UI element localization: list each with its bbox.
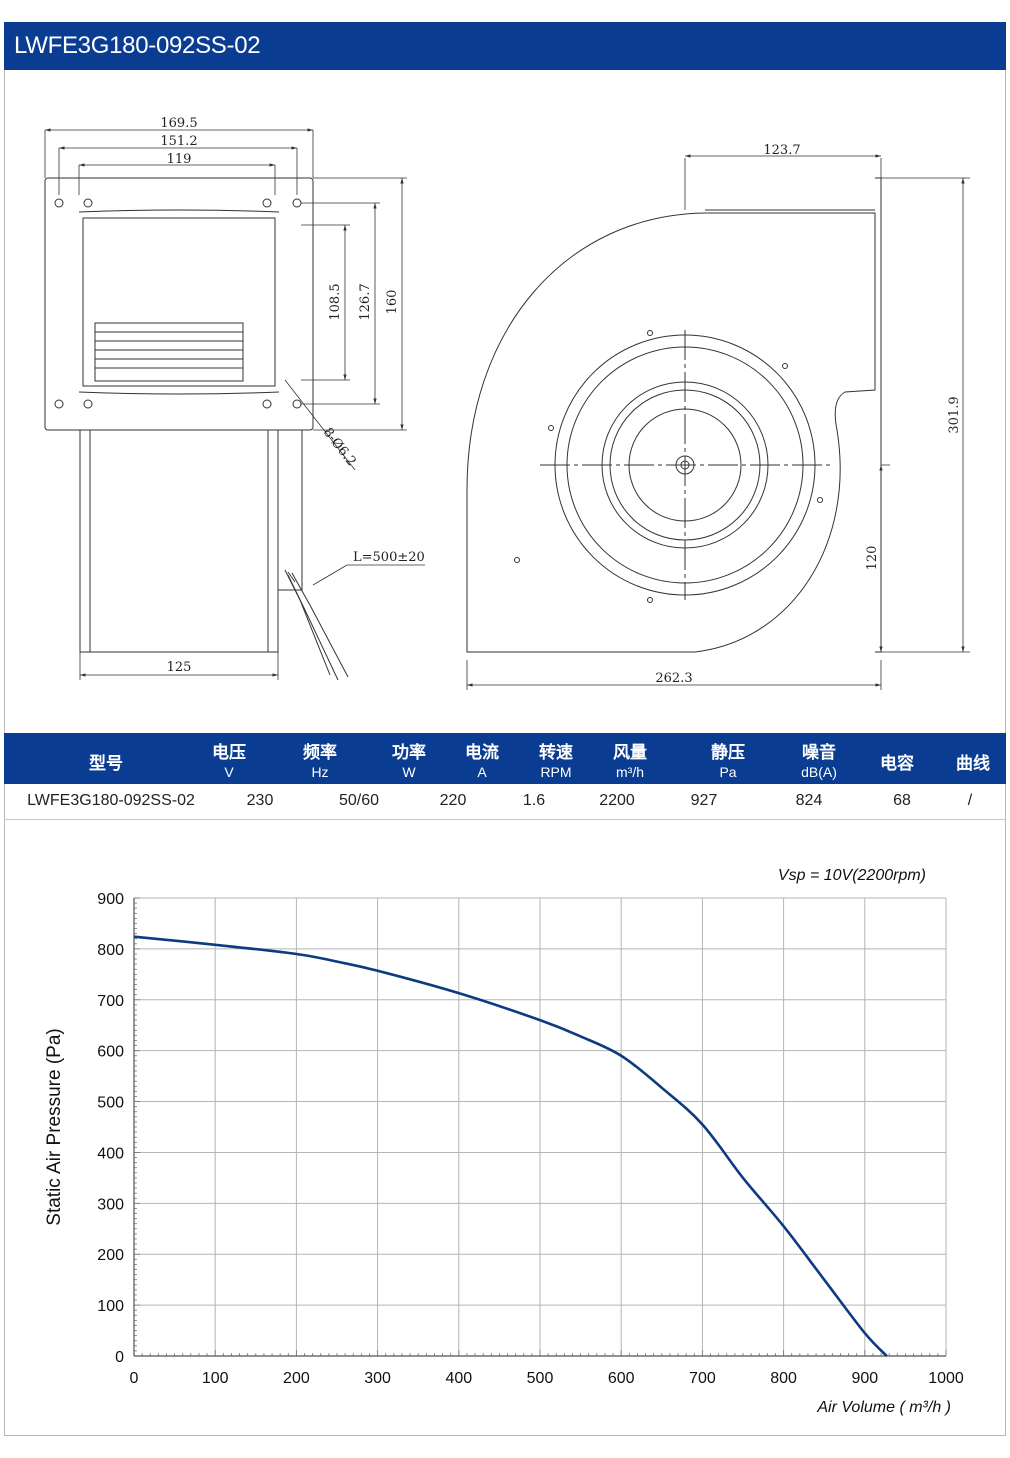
x-axis-label: Air Volume ( m³/h ): [816, 1399, 951, 1416]
chart-annotation: Vsp = 10V(2200rpm): [778, 867, 926, 884]
col-model: 型号: [89, 754, 123, 774]
col-pressure: 静压 Pa: [711, 743, 745, 780]
dim-120: 120: [865, 546, 880, 571]
dim-262-3: 262.3: [655, 671, 692, 686]
col-capacitor: 电容: [880, 754, 914, 774]
impeller: [94, 322, 244, 382]
front-view: [44, 128, 425, 681]
dim-126-7: 126.7: [358, 283, 373, 320]
cell-voltage: 230: [246, 792, 274, 809]
technical-drawings: 169.5 151.2 119 108.5 126.7 160 8-Ø6.2 L…: [44, 116, 970, 690]
dim-301-9: 301.9: [947, 396, 962, 433]
dim-151-2: 151.2: [160, 134, 197, 149]
dim-cable-length: L=500±20: [353, 550, 425, 565]
x-tick-label: 0: [130, 1370, 139, 1387]
dim-169-5: 169.5: [160, 116, 197, 131]
dim-125: 125: [167, 660, 192, 675]
cell-power: 220: [439, 792, 467, 809]
col-current: 电流 A: [465, 743, 499, 780]
x-tick-label: 200: [283, 1370, 310, 1387]
cell-airflow: 927: [690, 792, 718, 809]
x-tick-label: 900: [851, 1370, 878, 1387]
pressure-airflow-chart: 0 100 200 300 400 500 600 700 800 900 1000 0 100 200 3…: [44, 867, 964, 1416]
dim-119: 119: [167, 152, 192, 167]
row-divider: [4, 819, 1006, 820]
y-tick-label: 200: [97, 1247, 124, 1264]
cell-speed: 2200: [599, 792, 635, 809]
x-tick-label: 1000: [928, 1370, 964, 1387]
spec-table-header: 型号 电压 V 频率 Hz 功率 W 电流 A 转速 RPM 风量 m³/h 静…: [4, 733, 1006, 784]
title-bar: LWFE3G180-092SS-02: [4, 22, 1006, 70]
dim-123-7: 123.7: [763, 143, 800, 158]
y-tick-label: 900: [97, 891, 124, 908]
pressure-curve: [133, 935, 888, 1357]
y-tick-label: 300: [97, 1196, 124, 1213]
y-tick-label: 600: [97, 1044, 124, 1061]
col-voltage: 电压 V: [212, 743, 246, 780]
dim-holes: 8-Ø6.2: [320, 425, 359, 469]
x-tick-label: 700: [689, 1370, 716, 1387]
y-tick-label: 500: [97, 1095, 124, 1112]
y-tick-label: 0: [115, 1349, 124, 1366]
x-tick-label: 300: [364, 1370, 391, 1387]
spec-table-row: LWFE3G180-092SS-02 230 50/60 220 1.6 220…: [4, 784, 1006, 818]
col-airflow: 风量 m³/h: [613, 743, 647, 780]
col-frequency: 频率 Hz: [303, 743, 337, 780]
col-noise: 噪音 dB(A): [801, 743, 837, 780]
col-curve: 曲线: [956, 754, 990, 774]
cell-pressure: 824: [795, 792, 823, 809]
x-tick-label: 500: [527, 1370, 554, 1387]
cell-frequency: 50/60: [338, 792, 380, 809]
x-tick-label: 100: [202, 1370, 229, 1387]
cell-model: LWFE3G180-092SS-02: [27, 792, 195, 809]
side-view: [466, 154, 970, 690]
x-tick-label: 600: [608, 1370, 635, 1387]
page-title: LWFE3G180-092SS-02: [14, 32, 261, 59]
mounting-holes: [54, 198, 302, 409]
x-tick-label: 800: [770, 1370, 797, 1387]
y-axis-label: Static Air Pressure (Pa): [44, 1028, 65, 1225]
col-speed: 转速 RPM: [539, 743, 573, 780]
cell-current: 1.6: [522, 792, 546, 809]
dim-160: 160: [385, 290, 400, 315]
y-tick-label: 400: [97, 1145, 124, 1162]
cell-curve: /: [967, 792, 973, 809]
y-tick-label: 700: [97, 993, 124, 1010]
col-power: 功率 W: [392, 743, 426, 780]
scroll-housing: [466, 212, 876, 653]
y-tick-label: 800: [97, 942, 124, 959]
y-tick-label: 100: [97, 1298, 124, 1315]
dim-108-5: 108.5: [328, 283, 343, 320]
side-holes: [514, 330, 823, 603]
cell-noise: 68: [893, 792, 911, 809]
cable: [284, 569, 349, 681]
x-tick-label: 400: [445, 1370, 472, 1387]
blower-housing: [79, 429, 279, 653]
